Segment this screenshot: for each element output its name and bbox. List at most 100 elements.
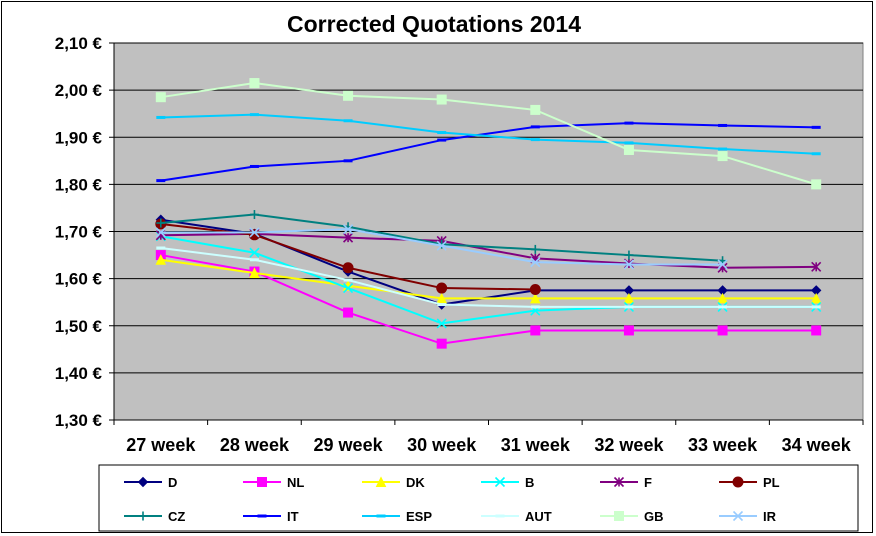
legend-marker: [375, 476, 387, 487]
legend-item-it: IT: [243, 509, 299, 524]
marker-shape: [155, 92, 166, 103]
legend-marker: [613, 476, 625, 488]
x-tick-label: 29 week: [314, 435, 384, 455]
data-point-cz: [530, 244, 540, 254]
legend-label: IT: [287, 509, 299, 524]
data-point-gb: [717, 151, 728, 162]
marker-shape: [717, 259, 728, 270]
legend-item-aut: AUT: [481, 509, 552, 524]
legend-label: GB: [644, 509, 664, 524]
data-point-gb: [343, 90, 354, 101]
series-line-it: [160, 122, 817, 182]
y-tick-label: 2,10 €: [55, 34, 103, 53]
data-point-ir: [623, 259, 635, 270]
legend-item-b: B: [481, 475, 534, 490]
marker-shape: [249, 78, 260, 89]
data-point-dk: [810, 292, 822, 304]
x-tick-label: 33 week: [688, 435, 758, 455]
data-point-gb: [623, 144, 634, 155]
y-tick-label: 1,90 €: [55, 128, 103, 147]
y-tick-label: 1,50 €: [55, 317, 103, 336]
series-gb: [155, 78, 822, 190]
marker-shape: [249, 247, 260, 258]
marker-shape: [614, 511, 624, 521]
data-point-dk: [249, 267, 260, 278]
legend-item-ir: IR: [719, 509, 777, 524]
marker-shape: [342, 262, 354, 274]
series-line-nl: [160, 254, 817, 345]
marker-shape: [530, 257, 541, 268]
y-tick-label: 1,30 €: [55, 411, 103, 430]
series-line-f: [160, 232, 817, 269]
data-point-nl: [811, 325, 822, 336]
legend-marker: [732, 510, 744, 522]
legend-item-cz: CZ: [124, 509, 185, 524]
data-point-cz: [249, 210, 259, 220]
data-point-gb: [436, 94, 447, 105]
marker-shape: [623, 144, 634, 155]
marker-shape: [155, 254, 167, 265]
data-point-dk: [623, 292, 635, 304]
marker-shape: [248, 229, 260, 241]
marker-shape: [342, 224, 354, 235]
legend-marker: [257, 477, 267, 487]
marker-shape: [732, 476, 744, 488]
marker-shape: [530, 104, 541, 115]
x-tick-label: 34 week: [782, 435, 852, 455]
marker-shape: [623, 325, 634, 336]
data-point-b: [342, 282, 354, 294]
legend-label: AUT: [525, 509, 552, 524]
data-point-cz: [624, 250, 634, 260]
x-tick-label: 28 week: [220, 435, 290, 455]
series-line-dk: [160, 258, 817, 300]
legend-item-d: D: [124, 475, 177, 490]
series-esp: [156, 113, 821, 156]
marker-shape: [155, 227, 166, 238]
marker-shape: [717, 151, 728, 162]
series-line-gb: [160, 82, 817, 186]
data-point-dk: [436, 292, 447, 304]
data-point-gb: [155, 92, 166, 103]
marker-shape: [436, 282, 448, 294]
data-point-gb: [530, 104, 541, 115]
data-point-nl: [343, 307, 354, 318]
legend: D NL DK B F PL CZ IT ESP AUT GB IR: [98, 464, 859, 532]
marker-shape: [623, 292, 635, 304]
data-point-gb: [811, 179, 822, 190]
marker-shape: [436, 318, 447, 329]
marker-shape: [137, 476, 149, 488]
marker-shape: [717, 292, 728, 304]
data-point-f: [811, 261, 822, 272]
data-point-pl: [248, 229, 260, 241]
marker-shape: [436, 292, 447, 304]
marker-shape: [342, 282, 354, 294]
marker-shape: [810, 292, 822, 304]
marker-shape: [249, 227, 260, 238]
y-tick-label: 1,80 €: [55, 175, 103, 194]
data-point-cz: [156, 218, 166, 228]
data-point-b: [436, 318, 447, 329]
legend-item-nl: NL: [243, 475, 304, 490]
legend-label: NL: [287, 475, 304, 490]
data-point-ir: [717, 259, 728, 270]
data-point-ir: [342, 224, 354, 235]
legend-label: PL: [763, 475, 780, 490]
series-line-aut: [160, 247, 817, 308]
marker-shape: [257, 477, 267, 487]
legend-label: D: [168, 475, 177, 490]
marker-shape: [623, 259, 635, 270]
y-tick-label: 1,70 €: [55, 223, 103, 242]
marker-shape: [811, 325, 822, 336]
x-tick-label: 30 week: [407, 435, 477, 455]
data-point-gb: [249, 78, 260, 89]
data-point-nl: [717, 325, 728, 336]
legend-item-dk: DK: [362, 475, 425, 490]
legend-item-esp: ESP: [362, 509, 432, 524]
data-point-nl: [436, 338, 447, 349]
legend-label: ESP: [406, 509, 432, 524]
legend-label: DK: [406, 475, 425, 490]
x-tick-label: 31 week: [501, 435, 571, 455]
series-line-esp: [160, 113, 817, 155]
legend-label: F: [644, 475, 652, 490]
